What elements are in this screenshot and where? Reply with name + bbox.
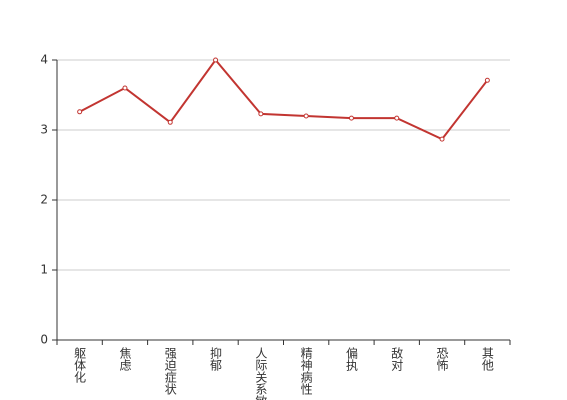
x-tick-label: 其他 xyxy=(480,347,494,371)
x-tick-label: 焦虑 xyxy=(118,347,132,371)
y-tick-label: 1 xyxy=(40,263,48,277)
point xyxy=(167,119,173,125)
y-tick-label: 4 xyxy=(40,53,48,67)
point xyxy=(258,111,264,117)
x-tick-label: 恐怖 xyxy=(435,347,449,371)
x-tick-label: 强迫症状 xyxy=(163,347,177,395)
point xyxy=(439,136,445,142)
point xyxy=(213,57,219,63)
point xyxy=(394,115,400,121)
y-tick-label: 3 xyxy=(40,123,48,137)
point xyxy=(348,115,354,121)
x-tick-label: 精神病性 xyxy=(299,347,313,396)
point xyxy=(484,77,490,83)
x-tick-label: 偏执 xyxy=(344,346,358,372)
point xyxy=(303,113,309,119)
x-tick-label: 人际关系敏感 xyxy=(254,347,268,400)
x-tick-label: 敌对 xyxy=(390,346,404,371)
point xyxy=(122,85,128,91)
y-tick-label: 0 xyxy=(40,333,48,347)
x-tick-label: 抑郁 xyxy=(209,346,223,372)
point xyxy=(77,109,83,115)
x-tick-label: 躯体化 xyxy=(73,346,87,384)
line xyxy=(79,58,489,141)
y-tick-label: 2 xyxy=(40,193,48,207)
